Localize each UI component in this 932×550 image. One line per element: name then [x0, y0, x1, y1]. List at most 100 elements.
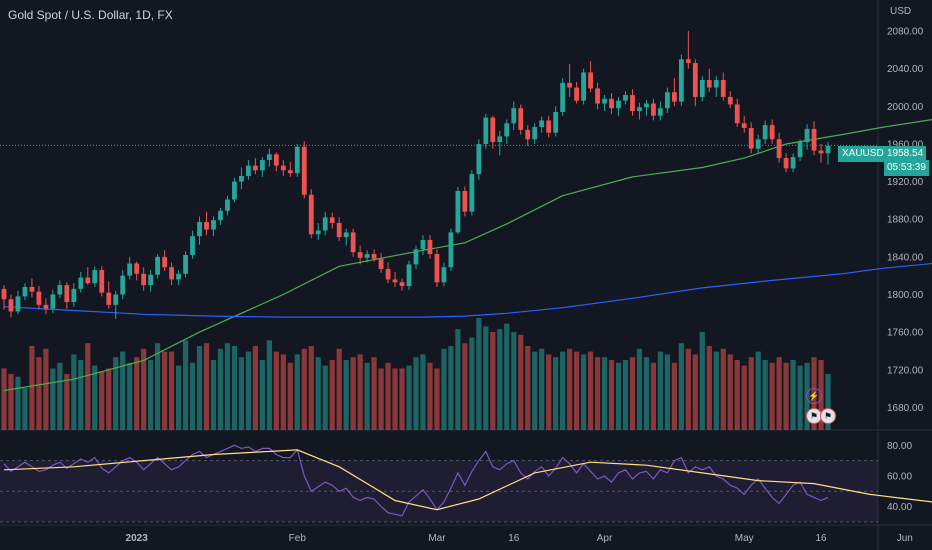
candle	[50, 294, 56, 309]
volume-bar	[64, 374, 70, 430]
candle	[211, 220, 216, 230]
volume-bar	[636, 348, 643, 430]
symbol-badge[interactable]: XAUUSD	[838, 146, 888, 162]
flag-icon[interactable]: ⚑	[820, 408, 836, 424]
volume-bar	[762, 360, 768, 430]
candle	[322, 217, 328, 231]
candle	[92, 270, 98, 284]
candle	[420, 239, 426, 250]
candle	[273, 154, 279, 166]
volume-bar	[175, 365, 182, 430]
volume-bar	[553, 357, 559, 430]
candle	[329, 217, 335, 223]
time-tick-label: 2023	[126, 533, 149, 544]
volume-bars	[1, 318, 831, 430]
candle	[567, 82, 573, 88]
candle	[630, 95, 635, 112]
volume-bar	[755, 351, 761, 430]
candle	[588, 72, 593, 89]
volume-bar	[43, 348, 49, 430]
candle	[336, 222, 342, 238]
volume-bar	[678, 343, 684, 430]
countdown-badge: 05:53:39	[884, 160, 929, 176]
volume-bar	[189, 362, 196, 430]
candle	[818, 150, 824, 154]
volume-bar	[364, 362, 370, 430]
volume-bar	[301, 348, 307, 430]
candle	[825, 145, 831, 154]
candle	[560, 82, 566, 112]
rsi-tick-label: 80.00	[887, 441, 912, 452]
volume-bar	[664, 354, 670, 430]
volume-bar	[434, 368, 440, 430]
volume-bar	[106, 368, 112, 430]
candle	[497, 136, 503, 143]
price-tick-label: 1680.00	[887, 403, 924, 414]
volume-bar	[504, 323, 510, 430]
candle	[741, 123, 747, 128]
volume-bar	[713, 351, 719, 430]
candle	[43, 304, 49, 309]
time-tick-label: Feb	[289, 533, 307, 544]
volume-bar	[350, 357, 356, 430]
volume-bar	[525, 346, 531, 430]
rsi-tick-label: 60.00	[887, 471, 912, 482]
candle	[364, 254, 370, 258]
candle	[29, 286, 35, 292]
volume-bar	[469, 337, 475, 430]
candle	[755, 139, 761, 149]
candle	[664, 92, 670, 109]
volume-bar	[357, 354, 363, 430]
candle	[99, 270, 105, 293]
volume-bar	[343, 360, 349, 430]
candle	[246, 165, 251, 176]
lightning-icon[interactable]: ⚡	[806, 388, 822, 404]
candle	[22, 286, 28, 297]
volume-bar	[371, 357, 377, 430]
candle	[378, 258, 384, 270]
candle	[804, 128, 810, 143]
time-tick-label: Jun	[897, 533, 913, 544]
candle	[776, 139, 782, 159]
volume-bar	[608, 360, 615, 430]
candle	[462, 191, 468, 212]
volume-bar	[85, 343, 91, 430]
volume-bar	[587, 351, 594, 430]
volume-bar	[532, 351, 538, 430]
candle	[658, 108, 663, 116]
volume-bar	[406, 365, 412, 430]
candle	[532, 127, 538, 140]
candle	[790, 157, 796, 169]
candle	[301, 146, 307, 195]
candle	[448, 232, 454, 268]
volume-bar	[322, 365, 328, 430]
candle	[225, 199, 230, 211]
candle	[427, 239, 433, 255]
volume-bar	[162, 351, 168, 430]
candle	[169, 267, 174, 280]
volume-bar	[113, 357, 119, 430]
price-tick-label: 1840.00	[887, 252, 924, 263]
price-tick-label: 1880.00	[887, 215, 924, 226]
volume-bar	[720, 348, 726, 430]
time-tick-label: Apr	[597, 533, 613, 544]
price-tick-label: 2000.00	[887, 102, 924, 113]
volume-bar	[413, 357, 419, 430]
candle	[406, 264, 412, 287]
candle	[190, 236, 195, 255]
candle	[413, 249, 419, 265]
candle	[357, 252, 363, 258]
volume-bar	[776, 357, 782, 430]
volume-bar	[57, 362, 63, 430]
volume-bar	[657, 351, 664, 430]
volume-bar	[699, 332, 705, 430]
volume-bar	[50, 368, 56, 430]
candle	[85, 277, 91, 284]
volume-bar	[92, 365, 98, 430]
candle	[644, 103, 649, 108]
volume-bar	[441, 348, 447, 430]
volume-bar	[518, 334, 524, 430]
volume-bar	[148, 360, 154, 430]
volume-bar	[797, 365, 803, 430]
